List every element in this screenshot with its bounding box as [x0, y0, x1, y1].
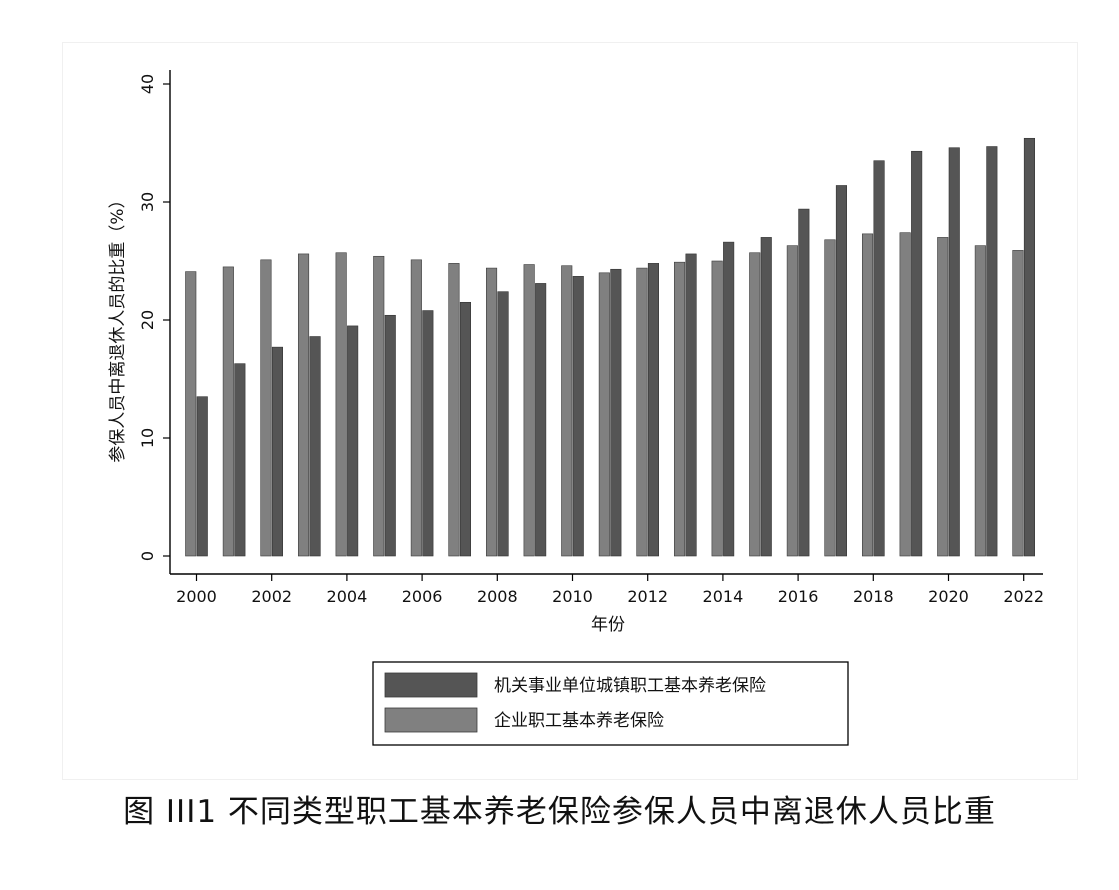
x-tick-label: 2004 [327, 587, 368, 606]
bar-enterprise-2005 [373, 255, 385, 557]
bar-enterprise-2004 [335, 252, 347, 557]
bar-public-institution-2021 [986, 146, 998, 557]
bar-enterprise-2016 [786, 245, 798, 557]
x-axis-label: 年份 [591, 615, 625, 635]
x-tick-label: 2014 [703, 587, 744, 606]
bar-public-institution-2009 [535, 283, 547, 557]
bar-enterprise-2006 [410, 259, 422, 557]
bar-enterprise-2011 [598, 272, 610, 557]
bars-layer [185, 137, 1035, 557]
x-ticks: 2000 2002 2004 2006 2008 2010 2012 2014 2016 2018… [176, 574, 1044, 606]
figure-caption: 图 III1 不同类型职工基本养老保险参保人员中离退休人员比重 [123, 794, 996, 830]
bar-enterprise-2013 [673, 261, 686, 557]
bar-public-institution-2013 [685, 253, 697, 557]
bar-public-institution-2007 [459, 301, 472, 557]
bar-public-institution-2005 [384, 314, 396, 557]
bar-enterprise-2007 [448, 263, 460, 557]
bar-enterprise-2021 [974, 245, 986, 557]
x-tick-label: 2006 [402, 587, 443, 606]
bar-public-institution-2012 [647, 263, 660, 557]
x-tick-label: 2008 [477, 587, 518, 606]
y-axis-label: 参保人员中离退休人员的比重（%） [108, 191, 128, 462]
bar-public-institution-2016 [798, 208, 810, 557]
y-tick-label: 0 [138, 551, 157, 561]
x-tick-label: 2020 [928, 587, 969, 606]
bar-enterprise-2002 [260, 259, 272, 557]
y-tick-label: 40 [138, 74, 157, 94]
bar-enterprise-2008 [485, 267, 498, 557]
bar-public-institution-2022 [1023, 137, 1035, 557]
x-tick-label: 2010 [552, 587, 593, 606]
chart-frame [62, 42, 1078, 780]
y-tick-label: 10 [138, 428, 157, 448]
bar-public-institution-2015 [760, 237, 772, 557]
x-tick-label: 2002 [251, 587, 292, 606]
bar-public-institution-2001 [234, 363, 246, 557]
y-tick-label: 30 [138, 192, 157, 212]
bar-public-institution-2008 [497, 291, 509, 557]
bar-public-institution-2018 [873, 160, 885, 557]
legend-swatch [384, 672, 478, 698]
bar-public-institution-2014 [723, 241, 735, 557]
bar-enterprise-2010 [561, 265, 573, 557]
legend-swatch [384, 707, 478, 733]
x-tick-label: 2016 [778, 587, 819, 606]
bar-public-institution-2020 [948, 147, 960, 557]
legend-label: 机关事业单位城镇职工基本养老保险 [494, 676, 766, 696]
bar-enterprise-2014 [711, 260, 723, 557]
bar-enterprise-2000 [185, 271, 197, 557]
bar-public-institution-2003 [309, 336, 321, 557]
bar-public-institution-2019 [911, 150, 923, 557]
bar-public-institution-2002 [271, 346, 284, 557]
bar-enterprise-2020 [937, 237, 949, 557]
y-tick-label: 20 [138, 310, 157, 330]
bar-public-institution-2004 [347, 325, 359, 557]
bar-enterprise-2009 [523, 264, 535, 557]
x-tick-label: 2022 [1003, 587, 1044, 606]
bar-enterprise-2015 [749, 252, 761, 557]
bar-public-institution-2011 [610, 268, 622, 557]
bar-enterprise-2022 [1012, 250, 1024, 557]
bar-enterprise-2018 [861, 233, 874, 557]
bar-enterprise-2001 [222, 266, 234, 557]
legend-label: 企业职工基本养老保险 [494, 711, 664, 731]
x-tick-label: 2000 [176, 587, 217, 606]
bar-enterprise-2019 [899, 232, 911, 557]
x-tick-label: 2012 [627, 587, 668, 606]
bar-enterprise-2003 [297, 253, 310, 557]
bar-enterprise-2017 [824, 239, 836, 557]
bar-public-institution-2010 [572, 276, 584, 557]
y-ticks: 0 10 20 30 40 [138, 74, 170, 561]
bar-enterprise-2012 [636, 267, 648, 557]
x-tick-label: 2018 [853, 587, 894, 606]
bar-public-institution-2000 [196, 396, 208, 557]
bar-public-institution-2006 [422, 310, 434, 557]
bar-public-institution-2017 [835, 185, 848, 557]
